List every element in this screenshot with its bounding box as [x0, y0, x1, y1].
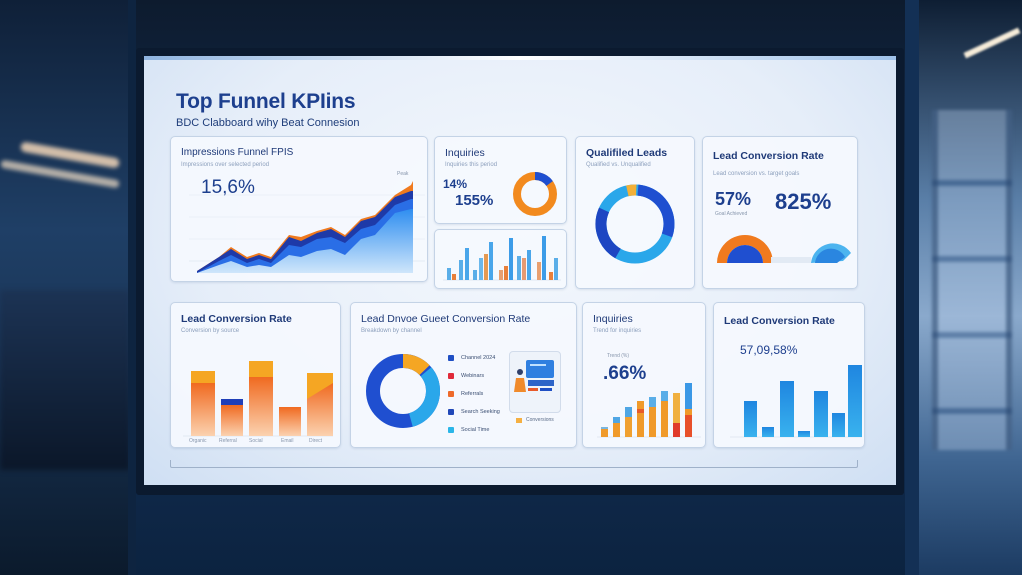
chart-legend: Channel 2024 Webinars Referrals Search S…: [448, 349, 500, 439]
bar-chart: [443, 236, 561, 281]
card-title: Qualifiled Leads: [586, 147, 668, 159]
card-subtitle: Breakdown by channel: [361, 328, 422, 334]
office-background-left: [0, 0, 130, 575]
dashboard-subtitle: BDC Clabboard wihy Beat Connesion: [176, 117, 360, 129]
x-label: Organic: [189, 438, 207, 444]
kpi-value: 15,6%: [201, 177, 255, 198]
card-subtitle: Inquiries this period: [445, 162, 498, 168]
legend-swatch: [516, 417, 522, 423]
kpi-value: 155%: [455, 192, 494, 209]
office-desk-area: [0, 290, 130, 470]
legend-swatch: [448, 427, 454, 433]
card-inquiries[interactable]: Inquiries Inquiries this period 14% 155%: [434, 136, 567, 224]
card-title: Inquiries: [593, 313, 633, 325]
person-at-desk-icon: [514, 360, 554, 392]
legend-label: Conversions: [526, 417, 554, 423]
peak-label: Peak: [397, 171, 409, 177]
screen-highlight: [144, 56, 896, 60]
trend-label: Trend (%): [607, 353, 630, 359]
card-title: Inquiries: [445, 147, 485, 159]
wall-pillar: [128, 0, 136, 575]
card-subtitle: Lead conversion vs. target goals: [713, 171, 800, 177]
gauge-charts: [717, 235, 851, 263]
wall-pillar: [905, 0, 919, 575]
legend-swatch: [448, 391, 454, 397]
card-lead-conversion-blue[interactable]: Lead Conversion Rate 57,09,58%: [713, 302, 865, 448]
card-inquiries-bars[interactable]: [434, 229, 567, 289]
legend-swatch: [448, 409, 454, 415]
x-label: Referral: [219, 438, 237, 444]
card-subtitle: Qualified vs. Unqualified: [586, 162, 651, 168]
dashboard-footer-divider: [170, 460, 858, 468]
dashboard-screen: Top Funnel KPIins BDC Clabboard wihy Bea…: [144, 56, 896, 485]
legend-label: Referrals: [461, 391, 484, 397]
donut-chart: [366, 354, 440, 428]
card-impressions[interactable]: Impressions Funnel FPIS Impressions over…: [170, 136, 428, 282]
card-title: Lead Dnvoe Gueet Conversion Rate: [361, 313, 531, 325]
x-label: Email: [281, 438, 294, 444]
card-title: Lead Conversion Rate: [713, 150, 824, 162]
legend-swatch: [448, 355, 454, 361]
legend-item: Channel 2024: [448, 349, 500, 367]
card-qualified-leads[interactable]: Qualifiled Leads Qualified vs. Unqualifi…: [575, 136, 695, 289]
office-window: [932, 110, 1012, 450]
illustration-image: [509, 351, 561, 413]
donut-chart: [513, 172, 557, 216]
kpi-value-left: 57%: [715, 189, 752, 209]
kpi-value-small: 14%: [443, 177, 468, 191]
legend-label: Social Time: [461, 427, 490, 433]
x-label: Direct: [309, 438, 323, 444]
ceiling-light: [19, 141, 121, 169]
card-lead-conversion-bars[interactable]: Lead Conversion Rate Conversion by sourc…: [170, 302, 341, 448]
kpi-value: .66%: [603, 363, 647, 384]
legend-item: Webinars: [448, 367, 500, 385]
bar-chart: [730, 365, 862, 438]
card-inquiries-trend[interactable]: Inquiries Trend for inquiries Trend (%) …: [582, 302, 706, 448]
legend-swatch: [448, 373, 454, 379]
legend-label: Search Seeking: [461, 409, 500, 415]
office-background-right: [912, 0, 1022, 575]
legend-item: Social Time: [448, 421, 500, 439]
x-label: Social: [249, 438, 263, 444]
legend-item: Referrals: [448, 385, 500, 403]
stacked-bar-chart: [183, 361, 333, 437]
legend-label: Channel 2024: [461, 355, 496, 361]
card-subtitle: Conversion by source: [181, 328, 240, 334]
card-subtitle: Impressions over selected period: [181, 162, 270, 168]
card-lead-conversion-gauges[interactable]: Lead Conversion Rate Lead conversion vs.…: [702, 136, 858, 289]
area-chart: [189, 181, 425, 273]
kpi-value-right: 825%: [775, 189, 832, 214]
legend-item: Search Seeking: [448, 403, 500, 421]
legend-label: Webinars: [461, 373, 485, 379]
kpi-caption: Goal Achieved: [715, 211, 748, 217]
ceiling-light: [963, 27, 1021, 59]
donut-chart: [595, 184, 675, 264]
card-title: Impressions Funnel FPIS: [181, 147, 294, 158]
card-title: Lead Conversion Rate: [181, 313, 292, 325]
card-lead-donut[interactable]: Lead Dnvoe Gueet Conversion Rate Breakdo…: [350, 302, 577, 448]
card-subtitle: Trend for inquiries: [593, 328, 642, 334]
stacked-bar-chart: [597, 383, 701, 438]
display-monitor: Top Funnel KPIins BDC Clabboard wihy Bea…: [136, 48, 904, 495]
kpi-value: 57,09,58%: [740, 343, 798, 357]
card-title: Lead Conversion Rate: [724, 315, 835, 327]
illustration-caption: Conversions: [516, 417, 554, 423]
dashboard-title: Top Funnel KPIins: [176, 90, 356, 113]
